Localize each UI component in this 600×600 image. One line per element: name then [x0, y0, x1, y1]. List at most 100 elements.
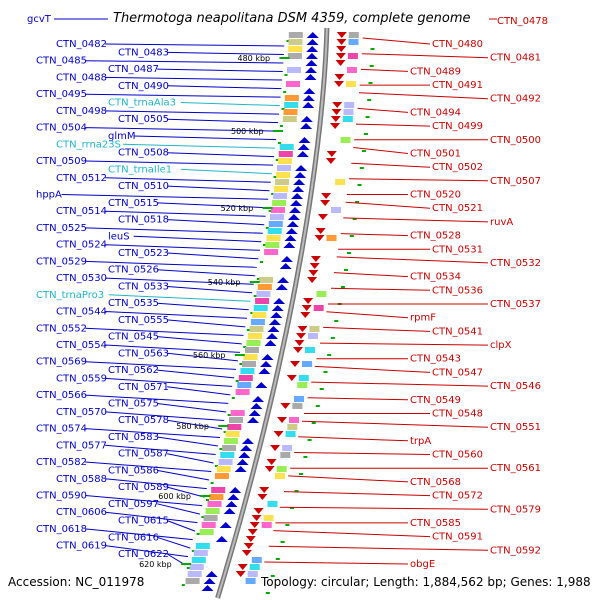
left-gene-label: CTN_0570 — [56, 407, 107, 418]
footer: Accession: NC_011978 Topology: circular;… — [8, 575, 591, 589]
forward-gene-arrow — [289, 207, 301, 213]
forward-feature-block — [287, 67, 301, 73]
forward-feature-block — [242, 361, 256, 367]
reverse-feature-block — [305, 347, 315, 353]
forward-feature-block — [286, 81, 300, 87]
left-leader-line — [105, 210, 266, 217]
tick-mark — [284, 74, 288, 76]
forward-gene-arrow — [279, 263, 292, 269]
reverse-feature-block — [247, 571, 258, 577]
reverse-feature-block — [344, 102, 355, 108]
reverse-gene-arrow — [294, 340, 305, 346]
forward-feature-block — [199, 529, 214, 535]
right-gene-label: CTN_0585 — [410, 518, 461, 529]
right-gene-label: CTN_0507 — [490, 176, 541, 187]
left-gene-label: CTN_0509 — [36, 156, 87, 167]
forward-feature-block — [223, 438, 238, 444]
forward-feature-block — [283, 109, 298, 115]
forward-gene-arrow — [247, 417, 259, 423]
right-leader-line — [349, 178, 489, 182]
forward-feature-block — [288, 46, 303, 52]
right-leader-line — [362, 37, 431, 45]
reverse-gene-arrow — [336, 32, 347, 38]
tick-mark — [246, 329, 250, 331]
reverse-feature-block — [287, 424, 298, 430]
left-gene-label: CTN_0526 — [108, 265, 159, 276]
reverse-feature-block — [274, 473, 285, 479]
left-gene-label: CTN_0597 — [108, 499, 159, 510]
left-leader-line — [167, 286, 253, 294]
forward-gene-arrow — [227, 494, 240, 500]
accession-text: Accession: NC_011978 — [8, 575, 144, 589]
tick-mark — [361, 150, 366, 152]
left-leader-line — [167, 386, 231, 396]
forward-gene-arrow — [240, 445, 253, 451]
left-gene-label: CTN_0588 — [56, 474, 107, 485]
forward-feature-block — [218, 459, 233, 465]
forward-gene-arrow — [305, 53, 318, 59]
left-gene-label: CTN_0544 — [56, 307, 107, 318]
left-leader-line — [157, 269, 256, 277]
reverse-gene-arrow — [303, 298, 314, 304]
forward-feature-block — [187, 571, 202, 577]
right-gene-label: CTN_0480 — [432, 39, 483, 50]
right-leader-line — [298, 436, 409, 442]
forward-gene-arrow — [215, 536, 228, 542]
forward-gene-arrow — [252, 396, 264, 402]
right-gene-label: CTN_0489 — [410, 66, 461, 77]
right-gene-label: CTN_0492 — [490, 94, 541, 105]
kbp-label: 520 kbp — [221, 204, 254, 213]
right-gene-label: CTN_0520 — [410, 190, 461, 201]
tick-mark — [299, 473, 303, 475]
forward-feature-block — [273, 193, 288, 199]
tick-mark — [181, 584, 185, 586]
right-leader-line — [330, 287, 431, 291]
left-gene-label: hppA — [36, 190, 62, 201]
forward-gene-arrow — [234, 466, 247, 472]
forward-feature-block — [220, 452, 235, 458]
left-leader-line — [105, 43, 285, 47]
reverse-gene-arrow — [301, 305, 312, 311]
tick-mark — [281, 108, 285, 110]
left-gene-label: CTN_0518 — [118, 215, 169, 226]
kbp-label: 560 kbp — [193, 351, 226, 360]
backbone-highlight — [216, 27, 328, 599]
left-gene-label: CTN_0562 — [108, 365, 159, 376]
forward-feature-block — [269, 214, 284, 220]
forward-gene-arrow — [287, 214, 300, 220]
tick-mark — [369, 65, 374, 67]
left-gene-label: CTN_0619 — [56, 541, 107, 552]
tick-mark — [270, 575, 275, 577]
right-gene-label: CTN_0572 — [432, 491, 483, 502]
left-leader-line — [157, 403, 227, 413]
left-leader-line — [85, 127, 278, 132]
forward-feature-block — [201, 522, 216, 528]
tick-mark — [294, 490, 299, 492]
left-leader-line — [157, 369, 235, 379]
tick-mark — [271, 193, 275, 195]
right-leader-line — [326, 311, 409, 319]
left-leader-line — [167, 352, 239, 362]
reverse-gene-arrow — [334, 74, 345, 80]
left-gene-label: CTN_0589 — [118, 482, 169, 493]
reverse-gene-arrow — [245, 536, 256, 542]
right-leader-line — [273, 530, 431, 538]
forward-feature-block — [205, 508, 220, 514]
reverse-gene-arrow — [241, 550, 252, 556]
left-leader-line — [105, 277, 254, 285]
reverse-feature-block — [309, 326, 320, 332]
forward-gene-arrow — [305, 60, 318, 66]
left-gene-label: CTN_0583 — [108, 432, 159, 443]
reverse-feature-block — [263, 515, 274, 521]
reverse-gene-arrow — [317, 214, 328, 220]
tick-mark — [355, 201, 360, 203]
tick-mark — [265, 227, 269, 229]
forward-gene-arrow — [292, 186, 305, 192]
left-gene-label: CTN_0515 — [108, 198, 159, 209]
right-leader-line — [336, 256, 489, 264]
right-gene-label: CTN_0494 — [410, 107, 461, 118]
left-gene-label: CTN_0514 — [56, 206, 107, 217]
right-gene-label: CTN_0543 — [410, 354, 461, 365]
reverse-gene-arrow — [243, 543, 254, 549]
